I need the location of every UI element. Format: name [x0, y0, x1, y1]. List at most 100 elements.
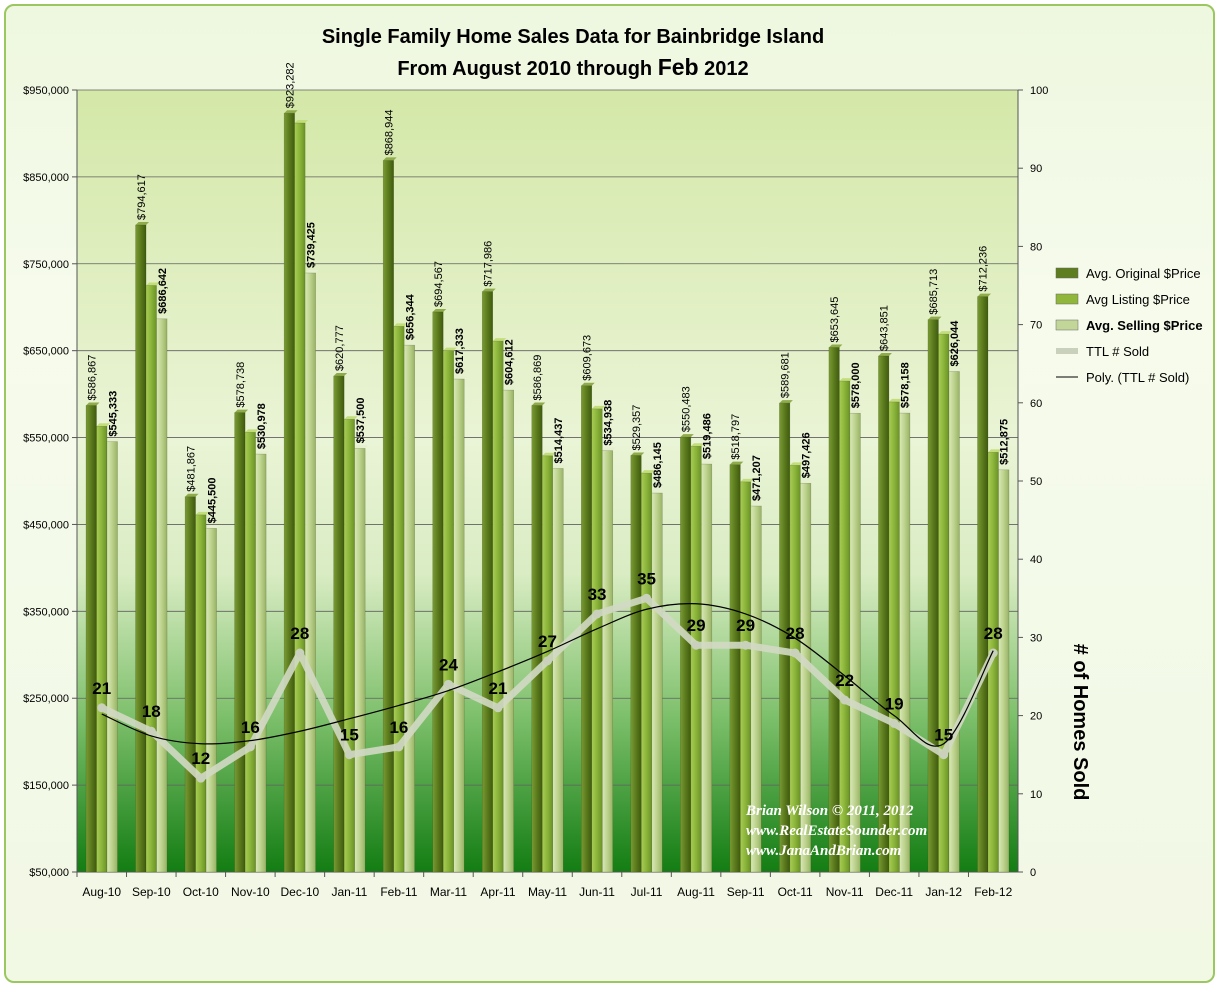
- sold-point: [939, 750, 949, 760]
- bar-listing: [96, 426, 108, 873]
- bar-listing-cap: [294, 120, 309, 124]
- original-price-label: $694,567: [433, 261, 445, 307]
- bar-listing: [888, 401, 900, 873]
- selling-price-label: $686,642: [157, 268, 169, 314]
- bars: [85, 110, 1012, 873]
- bar-listing-cap: [344, 416, 358, 420]
- bar-selling: [602, 450, 614, 873]
- original-price-label: $586,869: [532, 355, 544, 401]
- bar-original: [927, 319, 939, 873]
- x-tick-label: Mar-11: [430, 885, 467, 899]
- right-tick-label: 100: [1030, 85, 1048, 97]
- original-price-label: $685,713: [928, 269, 940, 315]
- bar-listing-cap: [591, 405, 606, 409]
- original-price-label: $578,738: [235, 362, 247, 408]
- bar-listing: [591, 408, 603, 873]
- selling-price-label: $656,344: [404, 293, 416, 340]
- original-price-label: $868,944: [383, 110, 395, 156]
- right-tick-label: 70: [1030, 320, 1042, 332]
- sold-point: [196, 773, 206, 783]
- bar-selling-cap: [156, 315, 171, 319]
- sold-count-label: 18: [142, 702, 161, 721]
- bar-listing-cap: [146, 282, 160, 286]
- left-axis: $50,000 $150,000 $250,000 $350,000 $450,000 $…: [23, 85, 78, 879]
- bar-listing-cap: [542, 452, 556, 456]
- bar-original-cap: [86, 402, 100, 406]
- bar-selling: [156, 318, 168, 873]
- bar-original-cap: [135, 222, 150, 226]
- bar-selling-cap: [701, 461, 715, 465]
- bar-original: [729, 464, 741, 873]
- original-price-label: $481,867: [185, 446, 197, 492]
- bar-selling: [403, 344, 415, 873]
- right-tick-label: 90: [1030, 163, 1042, 175]
- sold-point: [840, 695, 850, 705]
- original-price-label: $609,673: [582, 335, 594, 381]
- bar-original-cap: [779, 400, 793, 404]
- bar-listing: [145, 285, 157, 873]
- right-tick-label: 20: [1030, 711, 1042, 723]
- bar-listing-cap: [938, 331, 952, 335]
- title-month: Feb: [658, 54, 699, 80]
- original-price-label: $717,986: [482, 241, 494, 287]
- credit-line1: Brian Wilson © 2011, 2012: [745, 803, 914, 819]
- selling-price-label: $617,333: [454, 328, 466, 374]
- left-tick-label: $250,000: [23, 693, 69, 705]
- bar-selling: [800, 482, 812, 873]
- right-tick-label: 30: [1030, 632, 1042, 644]
- selling-price-label: $537,500: [355, 398, 367, 444]
- bar-original-cap: [234, 409, 249, 413]
- bar-original-cap: [383, 157, 397, 161]
- right-tick-label: 80: [1030, 241, 1042, 253]
- bar-selling-cap: [453, 376, 468, 380]
- sold-point: [394, 742, 404, 752]
- selling-price-label: $739,425: [305, 222, 317, 268]
- original-price-label: $529,357: [631, 405, 643, 451]
- selling-price-label: $578,158: [900, 362, 912, 408]
- sold-count-label: 29: [736, 616, 755, 635]
- sold-count-label: 16: [389, 718, 408, 737]
- left-tick-label: $50,000: [29, 867, 69, 879]
- bar-selling: [106, 441, 118, 873]
- bar-selling: [750, 505, 762, 873]
- bar-original: [333, 375, 345, 873]
- right-tick-label: 0: [1030, 867, 1036, 879]
- right-tick-label: 60: [1030, 398, 1042, 410]
- bar-listing: [839, 380, 851, 873]
- bar-original-cap: [878, 353, 892, 357]
- left-tick-label: $550,000: [23, 433, 69, 445]
- bar-listing-cap: [641, 470, 655, 474]
- original-price-label: $518,797: [730, 414, 742, 460]
- selling-price-label: $626,044: [949, 320, 961, 367]
- x-tick-label: Oct-10: [183, 885, 219, 899]
- bar-listing-cap: [245, 429, 259, 433]
- sold-count-label: 33: [588, 585, 607, 604]
- selling-price-label: $534,938: [603, 400, 615, 446]
- x-tick-label: Apr-11: [480, 885, 515, 899]
- bar-selling: [552, 468, 564, 873]
- original-price-label: $712,236: [978, 246, 990, 292]
- right-tick-label: 50: [1030, 476, 1042, 488]
- selling-price-label: $545,333: [107, 391, 119, 437]
- bar-selling: [948, 371, 960, 873]
- bar-original-cap: [482, 288, 496, 292]
- sold-point: [443, 679, 453, 689]
- bar-selling-cap: [948, 368, 963, 372]
- bar-original: [828, 347, 840, 873]
- poly-trend-line: [101, 603, 994, 747]
- legend-label: Avg. Original $Price: [1086, 266, 1201, 281]
- bar-listing: [442, 350, 454, 873]
- bar-listing: [690, 445, 702, 873]
- sold-count-label: 24: [439, 655, 458, 674]
- bar-original: [382, 160, 394, 873]
- bar-original-cap: [432, 308, 447, 312]
- right-tick-label: 40: [1030, 554, 1042, 566]
- lines: [97, 593, 998, 783]
- legend-label: Poly. (TTL # Sold): [1086, 370, 1189, 385]
- credit-line2: www.RealEstateSounder.com: [746, 823, 927, 839]
- bar-original: [630, 455, 642, 873]
- x-tick-label: Nov-11: [826, 885, 864, 899]
- bar-selling-cap: [651, 490, 666, 494]
- selling-price-label: $604,612: [503, 339, 515, 385]
- bar-original-cap: [977, 293, 991, 297]
